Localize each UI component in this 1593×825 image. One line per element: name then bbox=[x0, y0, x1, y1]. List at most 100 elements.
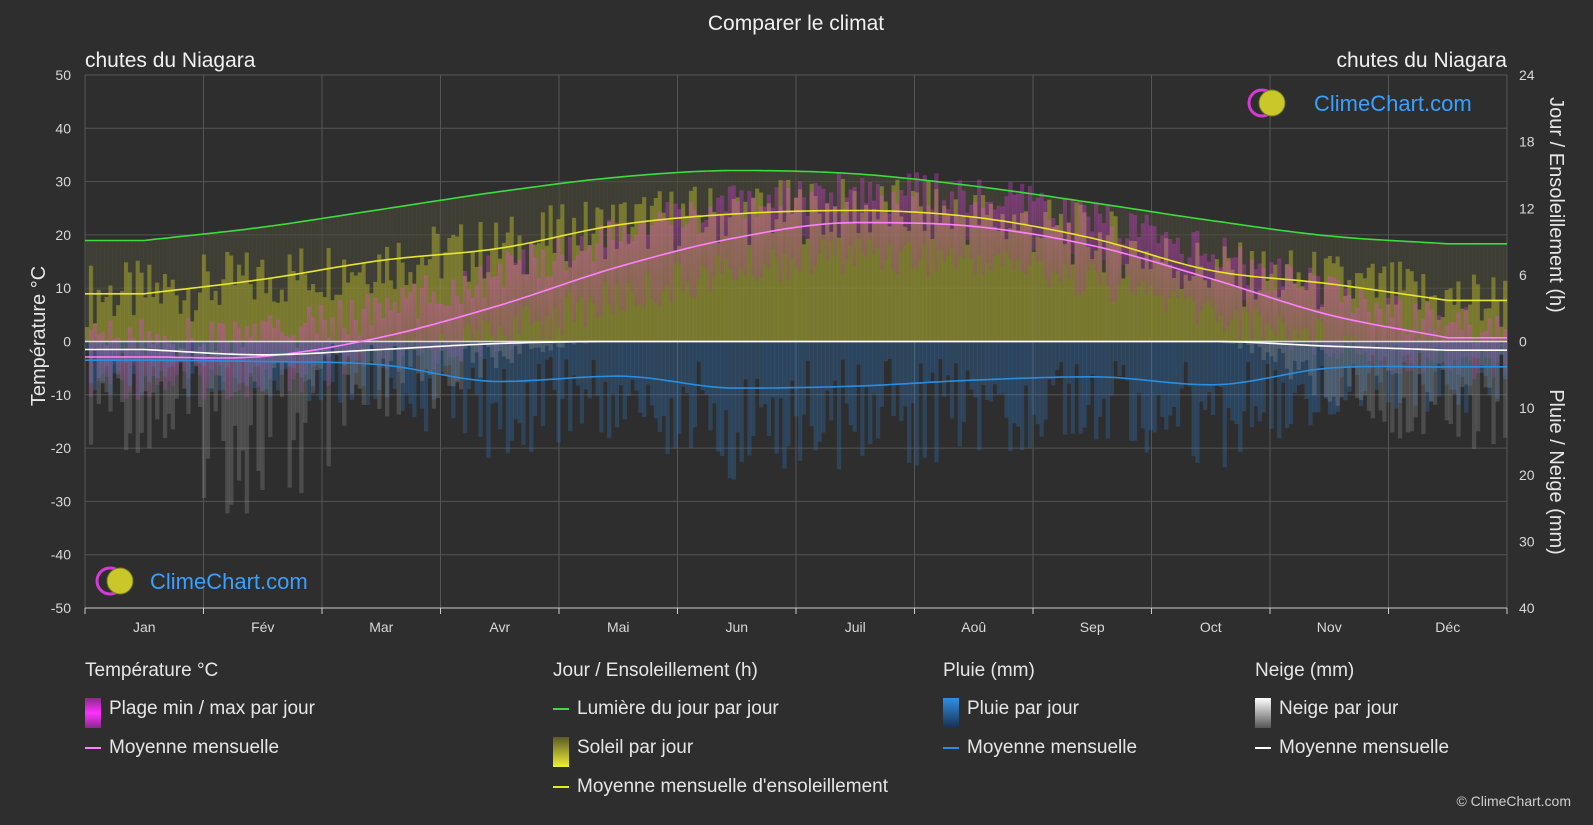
snow-swatch bbox=[1255, 698, 1271, 728]
sunshine-bar bbox=[229, 255, 234, 342]
sunshine-bar bbox=[1016, 230, 1021, 342]
legend-item: Moyenne mensuelle bbox=[943, 737, 1137, 776]
snow-bar bbox=[1448, 341, 1453, 425]
snow-bar bbox=[299, 341, 304, 494]
temp-range-bar bbox=[1004, 196, 1009, 252]
rain-bar bbox=[295, 341, 300, 352]
sunshine-bar bbox=[264, 293, 269, 342]
sunshine-bar bbox=[260, 259, 265, 342]
temp-range-bar bbox=[330, 317, 335, 352]
snow-bar bbox=[1347, 341, 1352, 387]
snow-bar bbox=[1265, 341, 1270, 353]
snow-bar bbox=[431, 341, 437, 409]
snow-bar bbox=[1452, 341, 1457, 395]
rain-bar bbox=[396, 341, 401, 372]
snow-bar bbox=[275, 341, 281, 363]
legend-item: Pluie par jour bbox=[943, 698, 1137, 737]
rain-bar bbox=[1008, 341, 1013, 452]
temp-range-bar bbox=[525, 273, 530, 306]
temp-range-bar bbox=[1218, 267, 1223, 316]
rain-bar bbox=[646, 341, 651, 385]
rain-bar bbox=[1456, 341, 1461, 405]
legend-sun: Jour / Ensoleillement (h) Lumière du jou… bbox=[553, 660, 888, 815]
sunshine-bar bbox=[135, 260, 140, 342]
rain-bar bbox=[786, 341, 791, 447]
rain-bar bbox=[1273, 341, 1278, 371]
rain-bar bbox=[1156, 341, 1161, 395]
temp-range-bar bbox=[852, 186, 857, 267]
legend-item-label: Moyenne mensuelle d'ensoleillement bbox=[577, 776, 888, 797]
sunshine-bar bbox=[1101, 272, 1107, 342]
temp-range-bar bbox=[622, 224, 627, 311]
sunshine-bar bbox=[525, 274, 530, 342]
temp-range-bar bbox=[1409, 329, 1414, 371]
temp-range-swatch bbox=[85, 698, 101, 728]
rain-bar bbox=[540, 341, 546, 427]
temp-range-bar bbox=[307, 306, 312, 364]
rain-bar bbox=[322, 341, 327, 381]
sunshine-avg-swatch bbox=[553, 786, 569, 788]
rain-bar bbox=[1171, 341, 1177, 407]
temp-range-bar bbox=[778, 206, 783, 282]
sunshine-bar bbox=[268, 277, 273, 342]
sunshine-bar bbox=[521, 274, 526, 342]
rain-bar bbox=[1226, 341, 1231, 408]
legend-item-label: Moyenne mensuelle bbox=[109, 737, 280, 758]
daylight-bar bbox=[439, 200, 444, 342]
snow-bar bbox=[1261, 341, 1266, 360]
rain-bar bbox=[1062, 341, 1068, 435]
rain-bar bbox=[825, 341, 830, 391]
snow-bar bbox=[120, 341, 125, 402]
rain-bar bbox=[587, 341, 592, 399]
sunshine-bar bbox=[248, 284, 253, 342]
temp-range-bar bbox=[435, 303, 440, 364]
temp-range-bar bbox=[1323, 285, 1329, 355]
rain-bar bbox=[681, 341, 686, 387]
sunshine-bar bbox=[1382, 266, 1387, 342]
temp-range-bar bbox=[817, 185, 822, 254]
sunshine-bar bbox=[1421, 274, 1426, 342]
temp-range-bar bbox=[131, 338, 137, 366]
sunshine-bar bbox=[186, 288, 191, 342]
rain-bar bbox=[275, 341, 281, 391]
snow-bar bbox=[236, 341, 242, 481]
temp-range-bar bbox=[353, 319, 359, 361]
daylight-bar bbox=[217, 232, 222, 342]
temp-range-bar bbox=[388, 310, 394, 348]
sunshine-bar bbox=[127, 272, 133, 342]
sunshine-bar bbox=[1035, 236, 1040, 342]
rain-bar bbox=[342, 341, 347, 366]
temp-range-bar bbox=[899, 190, 904, 252]
sunshine-bar bbox=[907, 230, 912, 342]
rain-bar bbox=[326, 341, 331, 358]
rain-bar bbox=[474, 341, 479, 395]
rain-bar bbox=[688, 341, 694, 449]
rain-bar bbox=[1016, 341, 1021, 427]
rain-bar bbox=[1288, 341, 1294, 425]
temp-range-bar bbox=[583, 250, 588, 327]
snow-bar bbox=[159, 341, 164, 382]
sunshine-bar bbox=[104, 296, 109, 342]
rain-bar bbox=[942, 341, 947, 397]
snow-bar bbox=[100, 341, 105, 384]
temp-range-bar bbox=[953, 214, 959, 268]
temp-range-bar bbox=[1070, 199, 1075, 254]
rain-bar bbox=[1277, 341, 1282, 439]
rain-bar bbox=[1058, 341, 1064, 363]
sunshine-bar bbox=[131, 315, 137, 342]
rain-bar bbox=[1238, 341, 1243, 452]
snow-bar bbox=[1475, 341, 1481, 432]
rain-bar bbox=[170, 341, 176, 367]
right-bottom-tick-label: 10 bbox=[1519, 400, 1535, 416]
brand-logo-bottom[interactable]: ClimeChart.com bbox=[95, 566, 308, 596]
brand-logo-top[interactable]: ClimeChart.com bbox=[1247, 88, 1472, 118]
temp-range-bar bbox=[708, 206, 713, 293]
right-top-tick-label: 0 bbox=[1519, 334, 1527, 350]
temp-range-bar bbox=[1339, 302, 1344, 354]
month-tick-label: Oct bbox=[1200, 619, 1222, 635]
sunshine-bar bbox=[965, 244, 970, 342]
temp-range-bar bbox=[758, 206, 764, 278]
rain-bar bbox=[731, 341, 737, 480]
rain-bar bbox=[887, 341, 892, 359]
temp-range-bar bbox=[786, 188, 791, 281]
